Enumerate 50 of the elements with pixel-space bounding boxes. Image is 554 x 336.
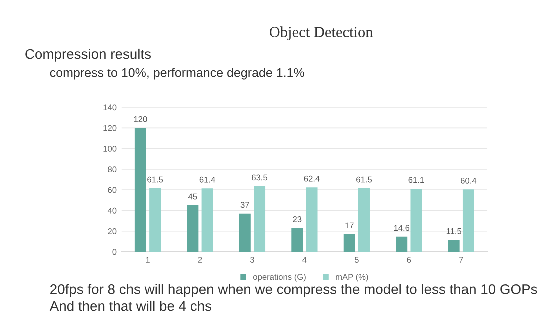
data-label: 61.1 [408, 177, 424, 184]
y-tick-label: 80 [108, 166, 117, 173]
data-label: 60.4 [461, 178, 477, 184]
bar [150, 188, 162, 252]
bar [358, 188, 370, 252]
data-label: 37 [240, 202, 250, 208]
data-label: 61.5 [356, 176, 372, 183]
legend-label: operations (G) [253, 274, 306, 282]
data-label: 120 [134, 116, 148, 122]
text: And then that will be 4 chs [50, 300, 212, 312]
x-tick-label: 5 [354, 257, 359, 263]
data-label: 63.5 [252, 174, 268, 181]
bar [292, 228, 304, 252]
y-tick-label: 60 [108, 187, 117, 194]
bar [448, 240, 460, 252]
y-tick-label: 40 [108, 208, 117, 214]
x-tick-label: 2 [198, 257, 202, 263]
bar [134, 128, 146, 252]
data-label: 23 [293, 216, 302, 222]
text: compress to 10%, performance degrade 1.1% [50, 68, 304, 80]
bar [396, 236, 408, 252]
y-tick-label: 120 [104, 125, 117, 132]
text: 20fps for 8 chs will happen when we compress the model to less than 10 GOPs [50, 284, 538, 298]
y-tick-label: 20 [108, 228, 117, 234]
y-tick-label: 100 [104, 146, 117, 152]
bar [187, 206, 199, 252]
bar [306, 188, 318, 252]
data-label: 45 [188, 194, 198, 200]
x-tick-label: 4 [302, 257, 307, 263]
bar [344, 234, 356, 252]
y-tick-label: 0 [112, 249, 117, 256]
chart-title: Object Detection [270, 26, 374, 41]
x-tick-label: 1 [146, 257, 150, 263]
text: Compression results [26, 48, 152, 62]
legend-label: mAP (%) [336, 274, 368, 282]
data-label: 11.5 [446, 228, 462, 234]
bar [239, 214, 251, 252]
x-tick-label: 6 [407, 257, 412, 263]
bar [462, 190, 474, 252]
data-label: 14.6 [394, 225, 410, 232]
x-tick-label: 3 [250, 257, 254, 263]
bar [202, 188, 214, 252]
x-tick-label: 7 [460, 257, 464, 263]
data-label: 17 [346, 222, 354, 229]
bar [410, 188, 422, 252]
data-label: 61.4 [200, 176, 216, 183]
data-label: 61.5 [148, 176, 164, 183]
y-tick-label: 140 [104, 104, 117, 111]
data-label: 62.4 [304, 176, 320, 182]
bar [254, 186, 266, 252]
